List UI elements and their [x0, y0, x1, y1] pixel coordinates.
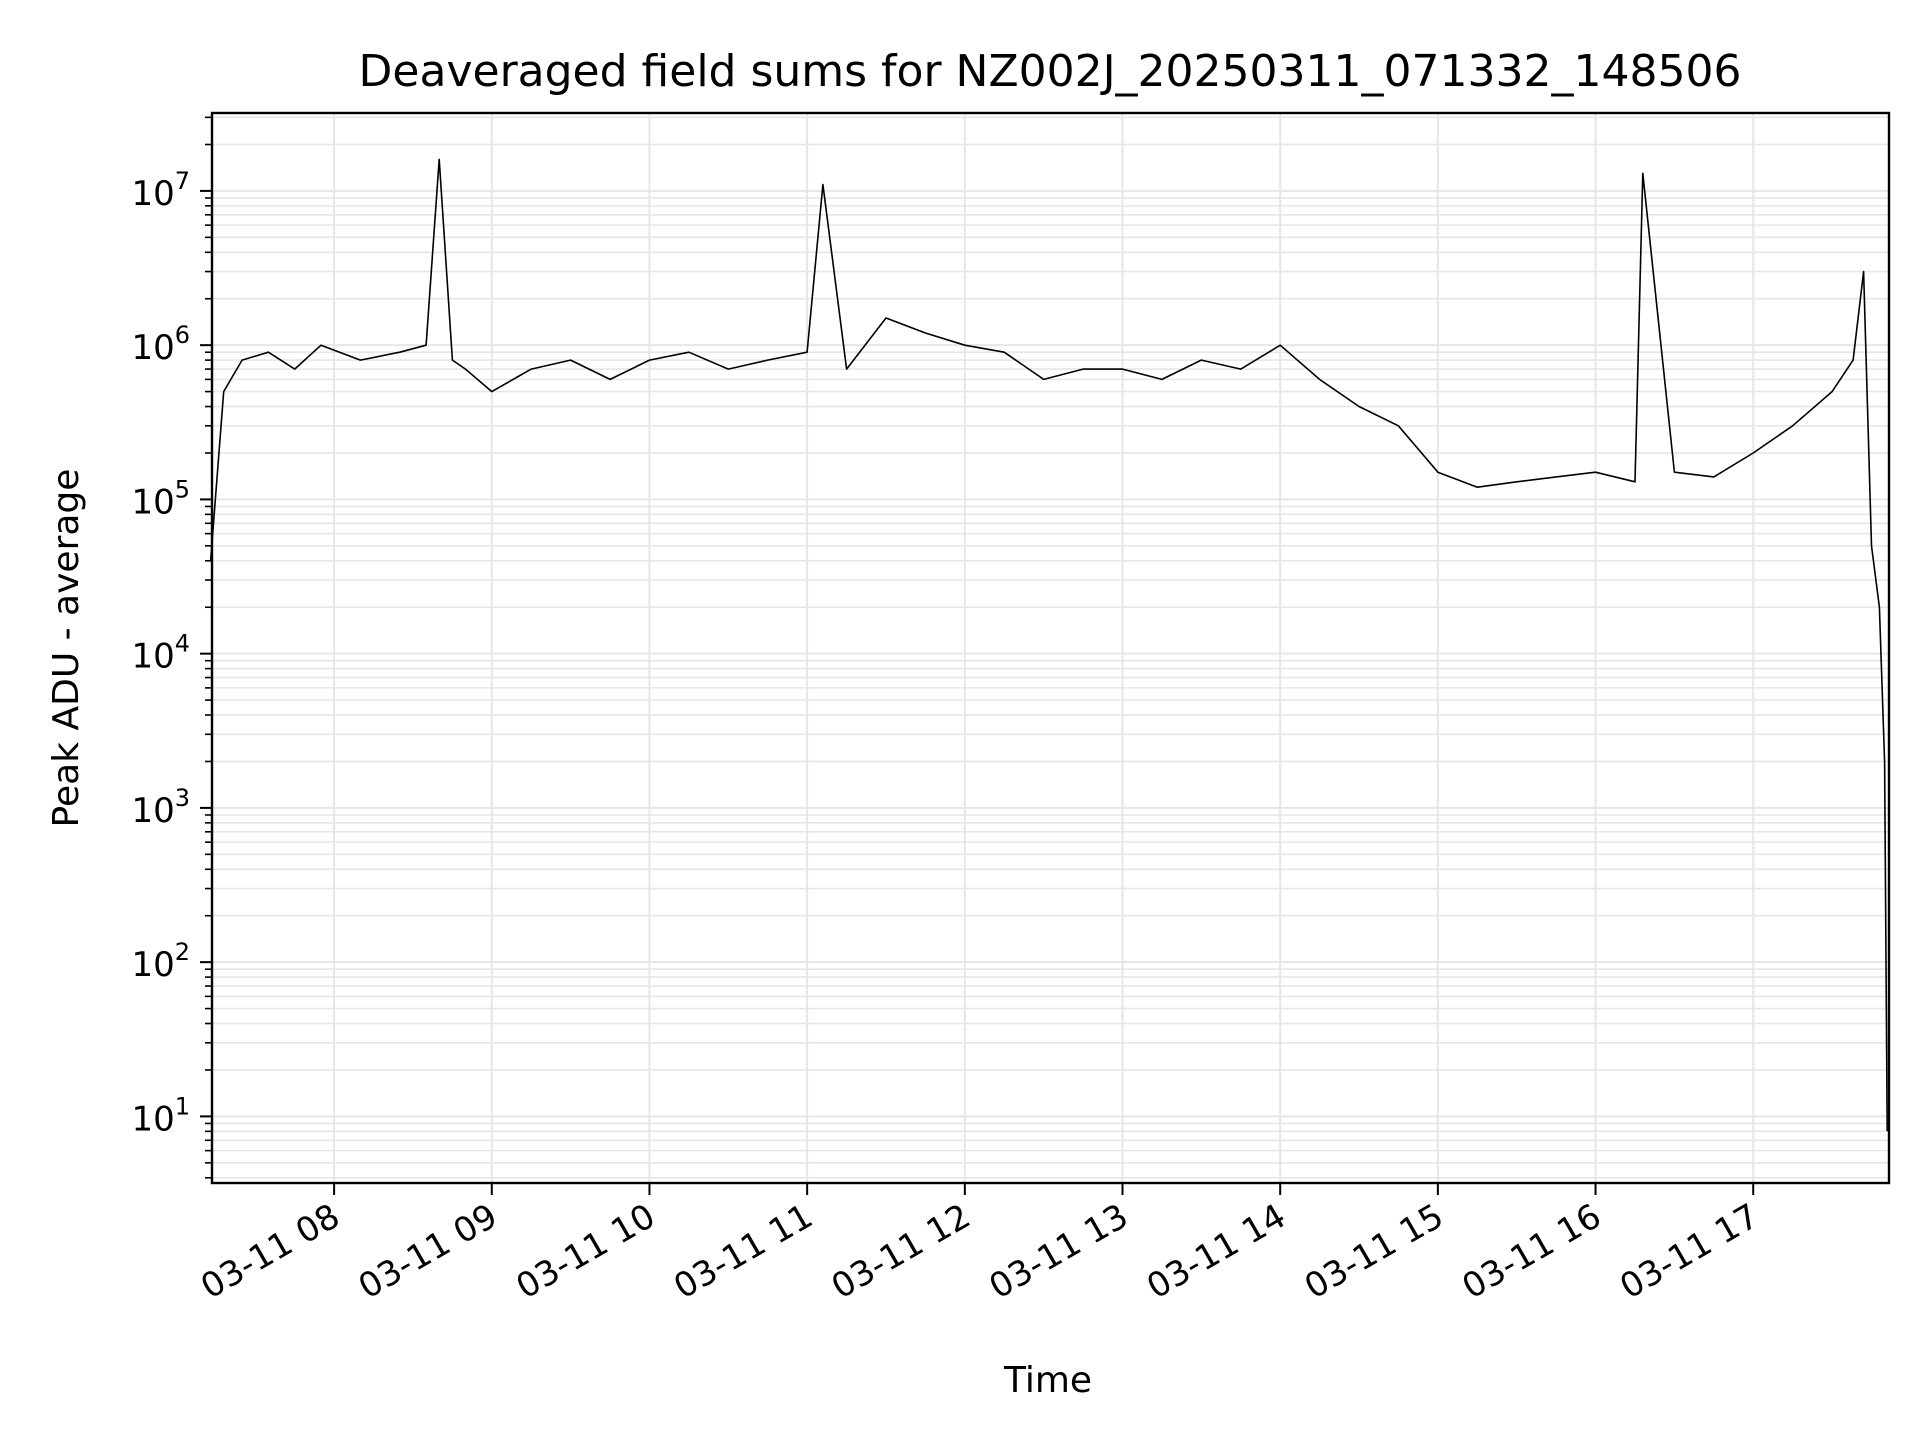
y-tick-label: 104 [131, 630, 190, 677]
y-tick-label: 106 [131, 321, 190, 368]
chart-title: Deaveraged field sums for NZ002J_2025031… [359, 46, 1742, 97]
y-tick-label: 101 [131, 1092, 190, 1139]
y-tick-label: 102 [131, 938, 190, 985]
major-grid [212, 113, 1889, 1183]
y-tick-label: 103 [131, 784, 190, 831]
plot-frame [210, 111, 1891, 1185]
x-axis-label: Time [1003, 1360, 1092, 1401]
y-tick-label: 107 [131, 167, 190, 214]
y-tick-label: 105 [131, 475, 190, 522]
series-line [209, 158, 1888, 1132]
y-axis-ticks: 101 102 103 104 105 106 107 [131, 116, 212, 1179]
y-axis-label: Peak ADU - average [46, 469, 87, 828]
series-layer [209, 158, 1888, 1132]
